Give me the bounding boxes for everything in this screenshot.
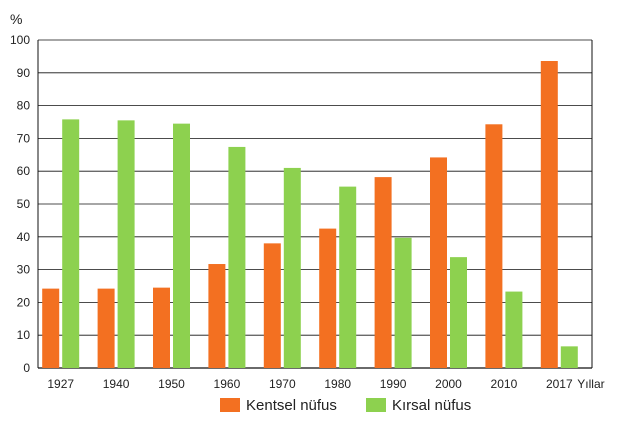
x-unit-label: Yıllar [577,377,604,391]
y-tick-label: 30 [17,263,31,277]
bar-kirsal-1940 [117,120,135,368]
x-tick-label: 2017 [546,377,573,391]
bar-kentsel-1990 [374,177,392,368]
y-tick-label: 100 [10,33,30,47]
bar-kirsal-1970 [283,167,301,368]
legend-swatch-kirsal [366,398,386,412]
y-tick-label: 10 [17,328,31,342]
x-tick-label: 1950 [158,377,185,391]
bar-kentsel-1960 [208,264,226,368]
bar-kirsal-2010 [505,291,523,368]
x-tick-label: 1990 [380,377,407,391]
legend-label-kirsal: Kırsal nüfus [392,397,471,414]
x-tick-label: 1980 [324,377,351,391]
bar-kentsel-1980 [319,228,337,368]
x-tick-label: 1940 [103,377,130,391]
x-tick-label: 2000 [435,377,462,391]
y-tick-label: 90 [17,66,31,80]
bar-kirsal-2017 [560,346,578,368]
bars [42,60,578,369]
bar-kirsal-1990 [394,237,412,368]
bar-kirsal-1927 [62,119,80,368]
y-tick-label: 70 [17,131,31,145]
y-tick-label: 20 [17,295,31,309]
y-tick-label: 50 [17,197,31,211]
bar-kentsel-2017 [540,60,558,368]
bar-kentsel-2010 [485,124,503,369]
bar-kirsal-2000 [450,257,467,368]
axes [37,40,593,368]
y-tick-label: 80 [17,99,31,113]
y-tick-label: 0 [23,361,30,375]
bar-kentsel-1940 [97,288,115,368]
bar-kentsel-1927 [42,288,60,368]
x-tick-label: 1960 [214,377,241,391]
x-tick-label: 1970 [269,377,296,391]
y-tick-label: 40 [17,230,31,244]
bar-kirsal-1980 [339,186,357,368]
y-unit-label: % [10,11,22,27]
bar-kirsal-1950 [173,123,190,368]
bar-kentsel-2000 [430,157,447,368]
legend-label-kentsel: Kentsel nüfus [246,397,337,414]
legend: Kentsel nüfus Kırsal nüfus [220,397,471,414]
y-tick-label: 60 [17,164,31,178]
x-tick-label: 2010 [491,377,518,391]
tick-labels: 0 10 20 30 40 50 60 70 80 90 100% 1927 1940 1950 1960 1… [10,11,605,391]
bar-kentsel-1970 [263,243,281,368]
bar-kentsel-1950 [153,287,170,368]
x-tick-label: 1927 [47,377,74,391]
legend-swatch-kentsel [220,398,240,412]
bar-kirsal-1960 [228,146,246,368]
